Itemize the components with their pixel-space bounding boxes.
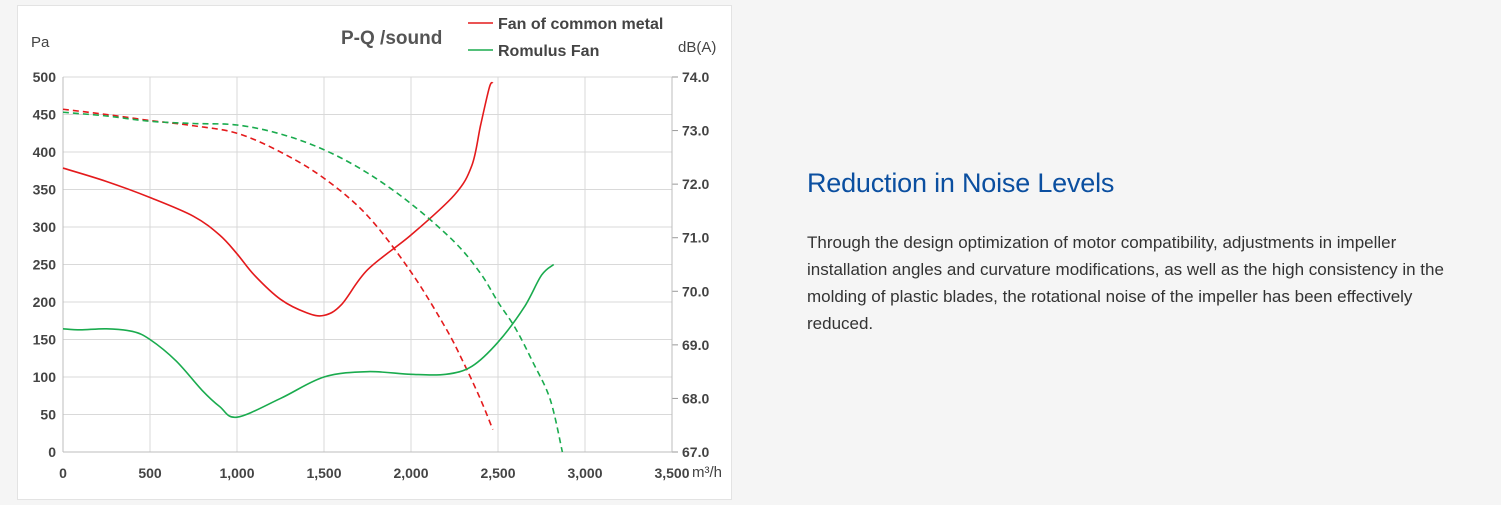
feature-info: Reduction in Noise Levels Through the de… bbox=[807, 168, 1452, 337]
y2-tick-label: 74.0 bbox=[682, 69, 709, 85]
series-line-1 bbox=[62, 81, 494, 317]
y2-tick-label: 68.0 bbox=[682, 390, 709, 406]
chart-card: 0 50 100 150 200 250 300 350 400 450 500 0 500 1,000 1… bbox=[17, 5, 732, 500]
x-tick-label: 3,500 bbox=[654, 465, 689, 481]
feature-description: Through the design optimization of motor… bbox=[807, 233, 1444, 333]
y-tick-label: 350 bbox=[33, 182, 57, 198]
series-line-3 bbox=[62, 263, 555, 419]
y-tick-label: 250 bbox=[33, 257, 57, 273]
y-tick-label: 400 bbox=[33, 144, 57, 160]
y-tick-label: 500 bbox=[33, 69, 57, 85]
y-tick-label: 200 bbox=[33, 294, 57, 310]
y-tick-label: 150 bbox=[33, 332, 57, 348]
legend: Fan of common metal Romulus Fan bbox=[468, 16, 663, 60]
x-tick-label: 1,000 bbox=[219, 465, 254, 481]
x-tick-label: 3,000 bbox=[567, 465, 602, 481]
tick-labels: 0 50 100 150 200 250 300 350 400 450 500 0 500 1,000 1… bbox=[33, 69, 710, 481]
y2-tick-label: 73.0 bbox=[682, 123, 709, 139]
pq-sound-chart: 0 50 100 150 200 250 300 350 400 450 500 0 500 1,000 1… bbox=[31, 16, 722, 481]
x-axis-unit: m³/h bbox=[692, 464, 722, 481]
series-line-0 bbox=[62, 108, 494, 430]
y-tick-label: 50 bbox=[40, 407, 56, 423]
y2-tick-label: 72.0 bbox=[682, 176, 709, 192]
y2-tick-label: 69.0 bbox=[682, 337, 709, 353]
y2-axis-label: dB(A) bbox=[678, 39, 716, 56]
y-axis-label: Pa bbox=[31, 34, 50, 51]
feature-title: Reduction in Noise Levels bbox=[807, 168, 1115, 198]
y-tick-label: 0 bbox=[48, 444, 56, 460]
legend-label-romulus: Romulus Fan bbox=[498, 43, 599, 60]
x-tick-label: 1,500 bbox=[306, 465, 341, 481]
x-tick-label: 2,500 bbox=[480, 465, 515, 481]
y2-tick-label: 71.0 bbox=[682, 230, 709, 246]
y-tick-label: 450 bbox=[33, 107, 57, 123]
x-tick-label: 500 bbox=[138, 465, 162, 481]
chart-title: P-Q /sound bbox=[341, 28, 442, 49]
grid bbox=[63, 76, 672, 452]
y-tick-label: 100 bbox=[33, 369, 57, 385]
axes bbox=[62, 76, 678, 453]
y2-tick-label: 70.0 bbox=[682, 283, 709, 299]
series-line-2 bbox=[62, 111, 564, 453]
legend-label-common-metal: Fan of common metal bbox=[498, 16, 663, 33]
x-tick-label: 2,000 bbox=[393, 465, 428, 481]
y-tick-label: 300 bbox=[33, 219, 57, 235]
y2-tick-label: 67.0 bbox=[682, 444, 709, 460]
series bbox=[62, 81, 564, 453]
x-tick-label: 0 bbox=[59, 465, 67, 481]
